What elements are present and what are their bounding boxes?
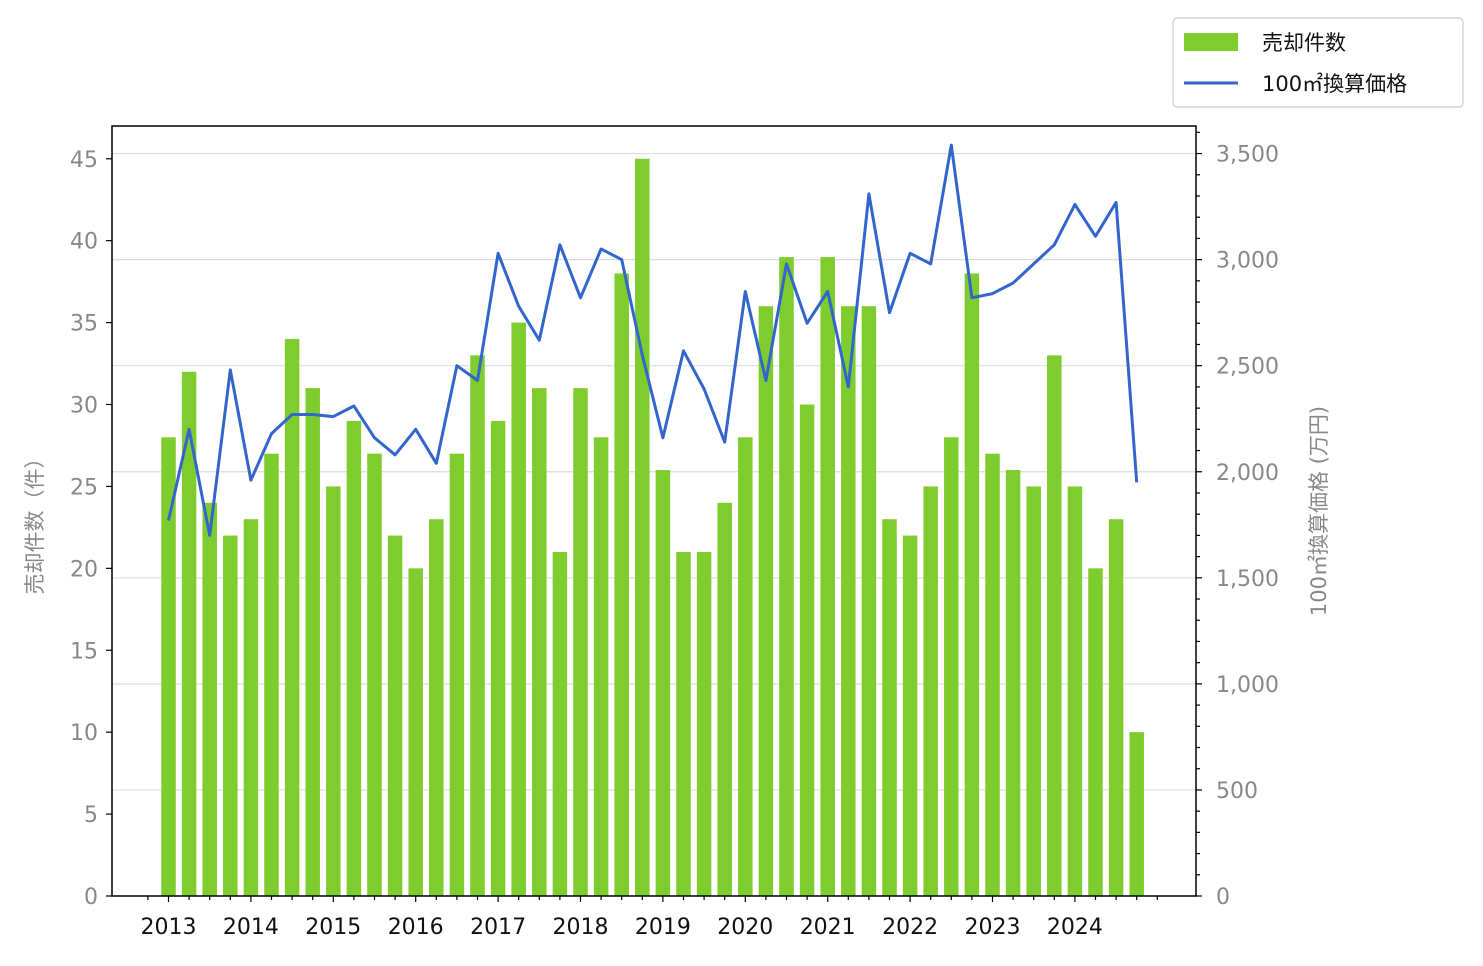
right-tick-label: 3,000 (1216, 249, 1279, 274)
bar (326, 486, 341, 896)
x-tick-label: 2020 (717, 915, 773, 940)
bar (491, 421, 506, 896)
bar (903, 536, 918, 896)
bar (841, 306, 856, 896)
bar (305, 388, 320, 896)
x-tick-label: 2023 (965, 915, 1021, 940)
bar (738, 437, 753, 896)
left-tick-label: 20 (70, 557, 98, 582)
x-tick-label: 2024 (1047, 915, 1103, 940)
x-tick-label: 2017 (470, 915, 526, 940)
right-tick-label: 0 (1216, 885, 1230, 910)
bar (511, 323, 526, 896)
bar (1026, 486, 1041, 896)
left-tick-label: 35 (70, 312, 98, 337)
left-tick-label: 25 (70, 475, 98, 500)
legend-bar-label: 売却件数 (1262, 31, 1346, 55)
bar (532, 388, 547, 896)
bar (985, 454, 1000, 896)
bar (470, 355, 485, 896)
bar (223, 536, 238, 896)
x-tick-label: 2014 (223, 915, 279, 940)
bar (161, 437, 176, 896)
left-tick-label: 10 (70, 721, 98, 746)
legend-bar-swatch (1184, 33, 1238, 51)
bar (408, 568, 423, 896)
x-axis: 2013 2014 2015 2016 2017 2018 2019 2020 2021 2022… (141, 896, 1158, 940)
x-tick-label: 2016 (388, 915, 444, 940)
bar (965, 273, 980, 896)
left-tick-label: 40 (70, 230, 98, 255)
bar (367, 454, 382, 896)
bar (676, 552, 691, 896)
x-tick-label: 2021 (800, 915, 856, 940)
left-tick-label: 30 (70, 394, 98, 419)
bar (553, 552, 568, 896)
bar (1068, 486, 1083, 896)
bar (862, 306, 877, 896)
bar (450, 454, 465, 896)
bar (923, 486, 938, 896)
bar (779, 257, 794, 896)
bar (1047, 355, 1062, 896)
left-tick-label: 15 (70, 639, 98, 664)
legend: 売却件数 100㎡換算価格 (1173, 18, 1463, 107)
right-tick-label: 1,500 (1216, 567, 1279, 592)
bar (202, 503, 217, 896)
left-tick-label: 45 (70, 148, 98, 173)
bar (347, 421, 362, 896)
bar (429, 519, 444, 896)
x-tick-label: 2019 (635, 915, 691, 940)
bar (697, 552, 712, 896)
right-axis: 0 500 1,000 1,500 2,000 2,500 3,000 3,500 (1196, 132, 1279, 910)
bar (820, 257, 835, 896)
bar (594, 437, 609, 896)
right-tick-label: 500 (1216, 779, 1258, 804)
bar (1006, 470, 1021, 896)
right-tick-label: 2,000 (1216, 461, 1279, 486)
bar (285, 339, 300, 896)
left-tick-label: 5 (84, 803, 98, 828)
bar (1088, 568, 1103, 896)
bar (717, 503, 732, 896)
right-tick-label: 3,500 (1216, 143, 1279, 168)
bar (882, 519, 897, 896)
bar (264, 454, 279, 896)
x-tick-label: 2022 (882, 915, 938, 940)
bar (635, 159, 650, 896)
bar (614, 273, 629, 896)
x-tick-label: 2015 (305, 915, 361, 940)
left-tick-label: 0 (84, 885, 98, 910)
bar (573, 388, 588, 896)
right-axis-label: 100㎡換算価格 (万円) (1307, 406, 1331, 616)
bar (759, 306, 774, 896)
bar (656, 470, 671, 896)
left-axis-label: 売却件数（件） (23, 448, 47, 595)
left-axis: 0 5 10 15 20 25 30 35 40 45 (70, 148, 112, 910)
bar-series (161, 159, 1144, 896)
legend-line-label: 100㎡換算価格 (1262, 72, 1407, 96)
right-tick-label: 2,500 (1216, 355, 1279, 380)
right-tick-label: 1,000 (1216, 673, 1279, 698)
x-tick-label: 2013 (141, 915, 197, 940)
bar (244, 519, 259, 896)
bar (800, 405, 815, 896)
bar (388, 536, 403, 896)
bar (1129, 732, 1144, 896)
x-tick-label: 2018 (553, 915, 609, 940)
bar (1109, 519, 1124, 896)
bar (944, 437, 959, 896)
